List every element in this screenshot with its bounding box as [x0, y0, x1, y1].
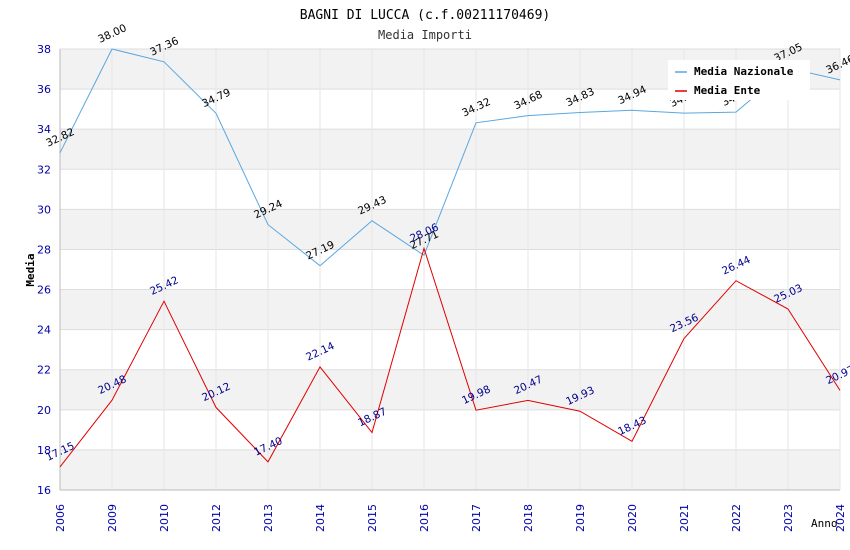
y-tick-label: 26	[37, 284, 51, 297]
chart-subtitle: Media Importi	[378, 28, 472, 42]
legend-label-ente: Media Ente	[694, 84, 761, 97]
x-tick-label: 2006	[54, 504, 67, 532]
y-tick-label: 24	[37, 324, 51, 337]
x-tick-label: 2023	[782, 504, 795, 532]
x-tick-label: 2018	[522, 504, 535, 532]
axes	[59, 49, 840, 491]
x-tick-label: 2020	[626, 504, 639, 532]
data-label-nazionale: 38.00	[96, 22, 128, 46]
series-group	[59, 48, 841, 468]
x-tick-label: 2019	[574, 504, 587, 532]
x-tick-label: 2021	[678, 504, 691, 532]
y-axis-label: Media	[24, 253, 37, 286]
legend-label-nazionale: Media Nazionale	[694, 65, 794, 78]
x-tick-label: 2014	[314, 504, 327, 532]
y-tick-label: 34	[37, 123, 51, 136]
y-tick-label: 32	[37, 163, 51, 176]
plot-band	[60, 129, 840, 170]
plot-band	[60, 449, 840, 490]
plot-band	[60, 209, 840, 250]
plot-band	[60, 369, 840, 410]
y-tick-label: 36	[37, 83, 51, 96]
x-tick-label: 2016	[418, 504, 431, 532]
y-tick-label: 20	[37, 404, 51, 417]
x-tick-label: 2017	[470, 504, 483, 532]
x-tick-label: 2015	[366, 504, 379, 532]
y-tick-label: 18	[37, 444, 51, 457]
y-tick-label: 28	[37, 243, 51, 256]
x-tick-labels: 2006 2009 2010 2012 2013 2014 2015 2016 2017 2018…	[54, 504, 847, 532]
series-line-nazionale	[59, 48, 841, 267]
legend: Media Nazionale Media Ente	[668, 60, 810, 100]
x-tick-label: 2009	[106, 504, 119, 532]
x-axis-label: Anno	[811, 517, 838, 530]
x-tick-label: 2012	[210, 504, 223, 532]
y-tick-label: 16	[37, 484, 51, 497]
x-tick-label: 2013	[262, 504, 275, 532]
legend-box	[668, 60, 810, 100]
x-tick-label: 2022	[730, 504, 743, 532]
y-tick-label: 38	[37, 43, 51, 56]
y-tick-label: 22	[37, 364, 51, 377]
y-tick-labels: 16 18 20 22 24 26 28 30 32 34 36 38	[37, 43, 51, 497]
x-tick-label: 2024	[834, 504, 847, 532]
x-tick-label: 2010	[158, 504, 171, 532]
y-tick-label: 30	[37, 203, 51, 216]
chart-title: BAGNI DI LUCCA (c.f.00211170469)	[300, 8, 550, 23]
series-line-ente	[59, 246, 841, 468]
